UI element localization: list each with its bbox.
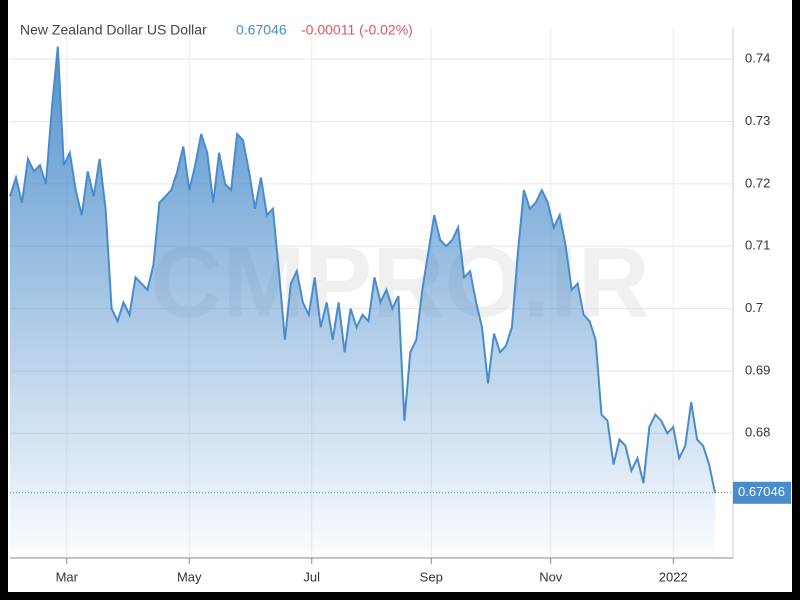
x-tick-label: Mar: [56, 569, 79, 584]
last-price-box: [733, 481, 791, 504]
last-price: 0.67046: [236, 22, 287, 38]
y-tick-label: 0.68: [745, 425, 770, 440]
x-tick-label: Sep: [420, 569, 443, 584]
y-tick-label: 0.73: [745, 113, 770, 128]
y-tick-label: 0.72: [745, 175, 770, 190]
x-tick-label: 2022: [659, 569, 688, 584]
x-tick-label: May: [177, 569, 202, 584]
chart-title: New Zealand Dollar US Dollar: [20, 22, 207, 38]
y-tick-label: 0.71: [745, 238, 770, 253]
price-change: -0.00011 (-0.02%): [301, 22, 413, 38]
y-tick-label: 0.74: [745, 51, 770, 66]
x-tick-label: Nov: [539, 569, 563, 584]
last-price-label: 0.67046: [738, 484, 785, 499]
price-line: [9, 46, 717, 494]
y-tick-label: 0.69: [745, 362, 770, 377]
x-tick-label: Jul: [303, 569, 320, 584]
y-tick-label: 0.7: [745, 300, 763, 315]
